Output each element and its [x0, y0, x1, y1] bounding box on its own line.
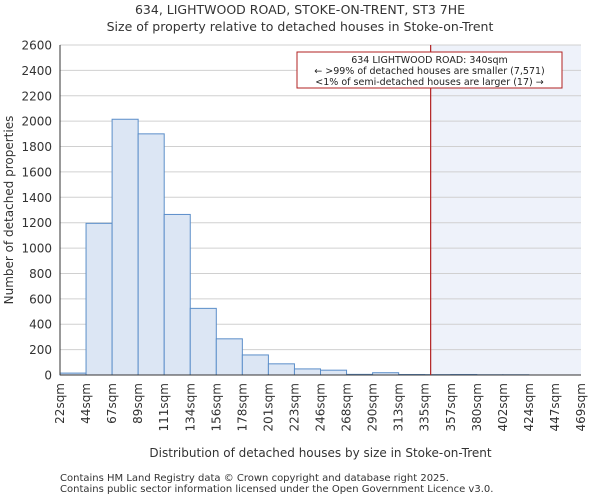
x-tick-labels: 22sqm 44sqm 67sqm 89sqm 111sqm 134sqm 156sqm 17… [53, 383, 588, 431]
bar-246sqm [320, 369, 348, 376]
annotation-line-3: <1% of semi-detached houses are larger (… [315, 77, 543, 88]
bar-89sqm [137, 133, 165, 376]
x-tick-label: 313sqm [392, 383, 406, 431]
y-tick-label: 2400 [21, 64, 52, 78]
y-tick-label: 2200 [21, 89, 52, 103]
bar-67sqm [111, 118, 139, 376]
x-tick-label: 178sqm [235, 383, 249, 431]
y-tick-label: 400 [29, 318, 52, 332]
x-tick-label: 380sqm [470, 383, 484, 431]
bar-134sqm [189, 307, 217, 376]
highlight-region [430, 45, 581, 375]
x-axis-label: Distribution of detached houses by size … [149, 446, 491, 460]
x-tick-label: 201sqm [261, 383, 275, 431]
y-tick-label: 2000 [21, 115, 52, 129]
chart-subtitle: Size of property relative to detached ho… [106, 19, 494, 34]
y-axis-label: Number of detached properties [2, 116, 16, 305]
x-tick-label: 67sqm [105, 383, 119, 424]
bars [59, 118, 530, 376]
x-tick-label: 44sqm [79, 383, 93, 424]
footer-line-2: Contains public sector information licen… [60, 484, 494, 495]
bar-156sqm [215, 338, 243, 376]
y-tick-label: 800 [29, 267, 52, 281]
y-tick-label: 2600 [21, 39, 52, 53]
x-tick-label: 134sqm [183, 383, 197, 431]
x-tick-label: 22sqm [53, 383, 67, 424]
bar-201sqm [267, 363, 295, 376]
x-tick-label: 357sqm [444, 383, 458, 431]
chart-title: 634, LIGHTWOOD ROAD, STOKE-ON-TRENT, ST3… [134, 2, 466, 17]
x-tick-label: 156sqm [209, 383, 223, 431]
annotation-box: 634 LIGHTWOOD ROAD: 340sqm ← >99% of det… [296, 51, 563, 89]
x-tick-label: 290sqm [366, 383, 380, 431]
x-tick-label: 246sqm [314, 383, 328, 431]
y-tick-label: 200 [29, 343, 52, 357]
x-tick-label: 89sqm [131, 383, 145, 424]
x-tick-label: 223sqm [287, 383, 301, 431]
y-tick-label: 1400 [21, 191, 52, 205]
annotation-line-2: ← >99% of detached houses are smaller (7… [314, 66, 545, 77]
y-tick-labels: 0 200 400 600 800 1000 1200 1400 1600 1800 2000 220… [21, 39, 52, 383]
x-tick-label: 424sqm [522, 383, 536, 431]
y-tick-label: 1800 [21, 140, 52, 154]
y-tick-label: 1000 [21, 242, 52, 256]
annotation-line-1: 634 LIGHTWOOD ROAD: 340sqm [351, 55, 508, 66]
x-tick-label: 402sqm [496, 383, 510, 431]
x-tick-label: 447sqm [548, 383, 562, 431]
bar-44sqm [85, 222, 113, 376]
y-tick-label: 1600 [21, 165, 52, 179]
bar-178sqm [241, 354, 269, 376]
x-tick-label: 335sqm [418, 383, 432, 431]
bar-111sqm [163, 213, 191, 376]
x-tick-label: 268sqm [340, 383, 354, 431]
footer-line-1: Contains HM Land Registry data © Crown c… [60, 473, 449, 484]
x-tick-label: 469sqm [574, 383, 588, 431]
y-tick-label: 1200 [21, 216, 52, 230]
y-tick-label: 0 [44, 369, 52, 383]
y-tick-label: 600 [29, 292, 52, 306]
bar-223sqm [293, 368, 322, 376]
x-tick-label: 111sqm [157, 383, 171, 431]
